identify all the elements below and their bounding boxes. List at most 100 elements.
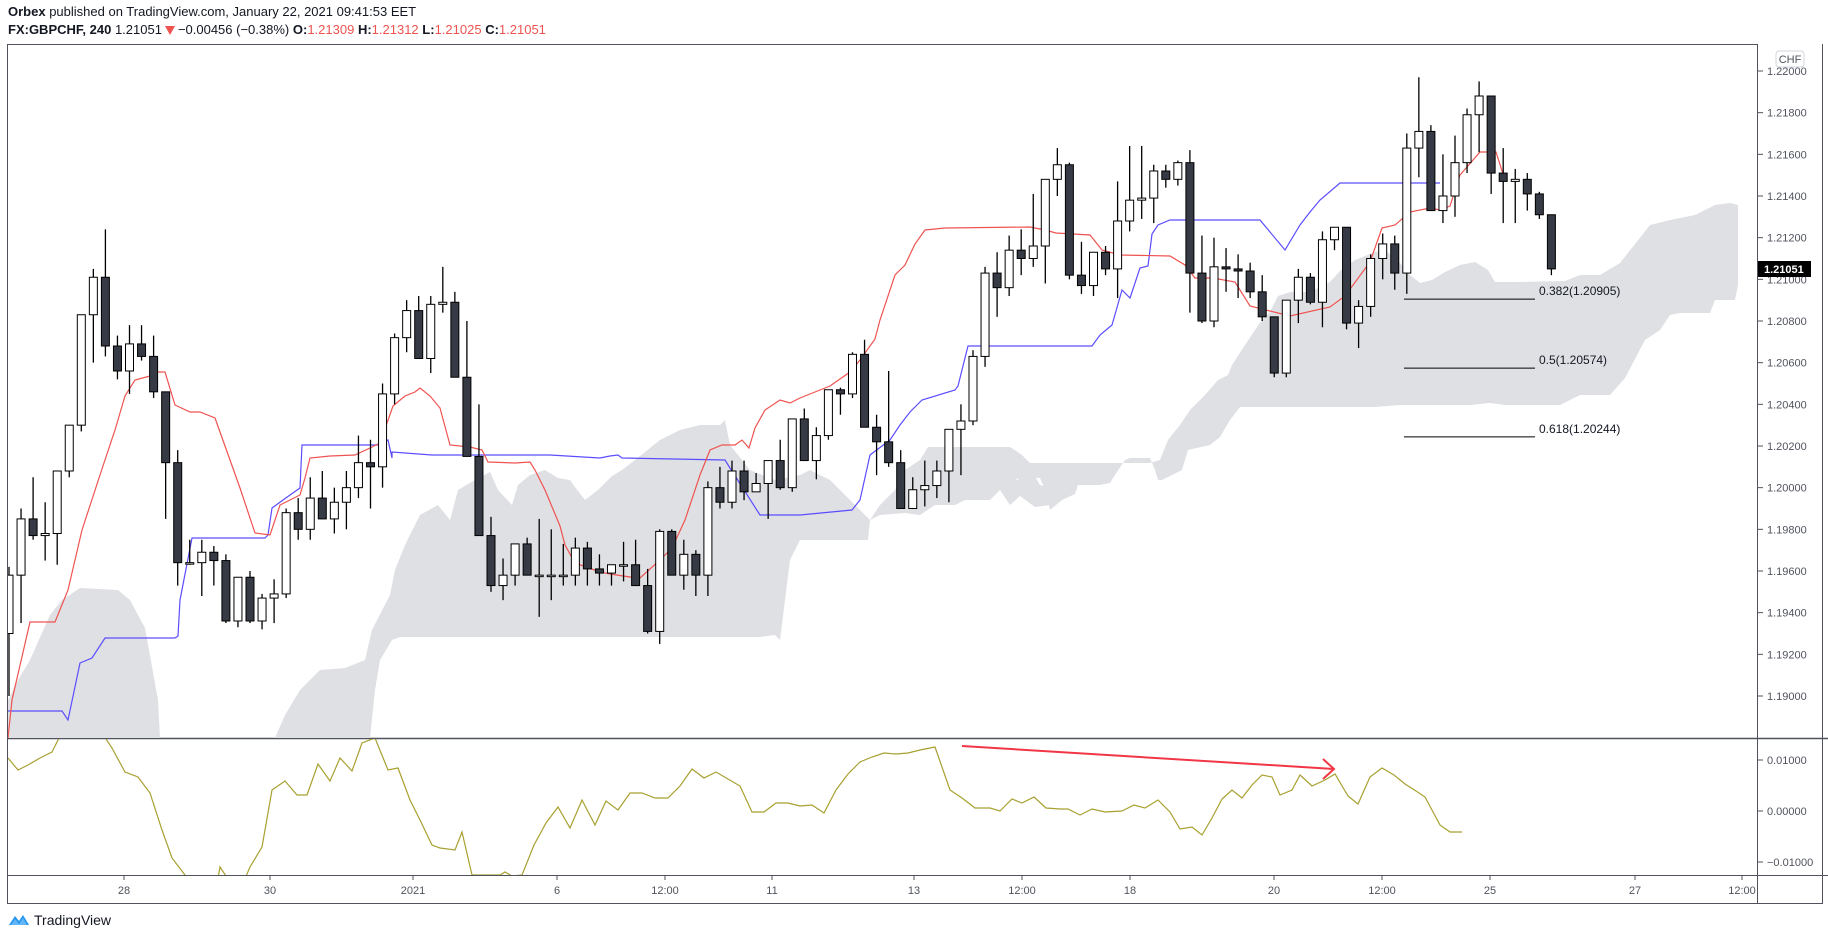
candle <box>522 537 532 576</box>
divergence-arrow[interactable] <box>961 745 1336 780</box>
candle <box>1378 233 1388 280</box>
last-price: 1.21051 <box>114 22 162 37</box>
price-tick-label: 1.21000 <box>1767 274 1807 286</box>
candle <box>1366 254 1376 317</box>
candle <box>1498 148 1508 224</box>
candle <box>1474 81 1484 153</box>
candle <box>1546 214 1556 276</box>
candle <box>811 427 821 480</box>
svg-text:0.618(1.20244): 0.618(1.20244) <box>1539 422 1620 436</box>
candle <box>667 529 677 576</box>
time-tick-label: 2021 <box>401 885 425 897</box>
candle <box>486 516 496 592</box>
candle <box>1149 164 1159 224</box>
fib-level: 0.5(1.20574) <box>1404 353 1607 369</box>
candle <box>8 566 14 696</box>
candle <box>76 314 86 432</box>
svg-text:0.382(1.20905): 0.382(1.20905) <box>1539 284 1620 298</box>
candle <box>281 508 291 599</box>
candle <box>1209 237 1219 328</box>
candle <box>992 252 1002 317</box>
candle <box>16 508 26 624</box>
candle <box>293 498 303 540</box>
candle <box>1450 135 1460 217</box>
candlestick-series[interactable] <box>5 77 1556 696</box>
candle <box>739 460 749 501</box>
candle <box>28 477 38 540</box>
candle <box>173 450 183 586</box>
candle <box>209 545 219 586</box>
fibonacci-retracement[interactable]: 0.382(1.20905) 0.5(1.20574) 0.618(1.20244) <box>1404 284 1620 438</box>
price-tick-label: 1.19400 <box>1767 608 1807 620</box>
candle <box>799 408 809 462</box>
price-tick-label: 1.19800 <box>1767 524 1807 536</box>
candle <box>570 537 580 586</box>
oscillator-axis[interactable]: 0.01000 0.00000 −0.01000 <box>1758 755 1813 869</box>
symbol-legend: FX:GBPCHF, 240 1.21051 −0.00456 (−0.38%) … <box>8 22 546 37</box>
oscillator-tick-label: 0.00000 <box>1767 806 1807 818</box>
symbol-name[interactable]: FX:GBPCHF, 240 <box>8 22 112 37</box>
price-tick-label: 1.20400 <box>1767 399 1807 411</box>
publish-info: Orbex published on TradingView.com, Janu… <box>8 4 416 19</box>
ichimoku-cloud <box>870 203 1738 520</box>
candle <box>643 568 653 634</box>
tradingview-brand[interactable]: TradingView <box>8 912 111 928</box>
time-tick-label: 12:00 <box>1728 885 1756 897</box>
candle <box>112 335 122 380</box>
candle <box>1221 248 1231 292</box>
currency-label: CHF <box>1779 54 1802 66</box>
candle <box>52 470 62 565</box>
close-value: 1.21051 <box>498 22 546 37</box>
last-price-marker: 1.21051 <box>1758 261 1811 277</box>
candle <box>378 383 388 488</box>
candle <box>137 325 147 361</box>
candle <box>64 424 74 478</box>
candle <box>402 300 412 353</box>
candle <box>1402 133 1412 294</box>
candle <box>1426 125 1436 212</box>
candle <box>426 295 436 374</box>
candle <box>414 295 424 359</box>
candle <box>896 450 906 509</box>
open-value: 1.21309 <box>307 22 355 37</box>
candle <box>607 564 616 586</box>
time-tick-label: 20 <box>1268 885 1280 897</box>
candle <box>848 352 857 399</box>
time-tick-label: 28 <box>118 885 130 897</box>
svg-text:1.21051: 1.21051 <box>1764 264 1804 276</box>
candle <box>390 333 400 405</box>
candle <box>450 291 460 378</box>
candle <box>763 460 773 519</box>
candle <box>534 518 544 617</box>
time-tick-label: 12:00 <box>1368 885 1396 897</box>
candle <box>1438 154 1448 224</box>
candle <box>1076 241 1086 294</box>
candle <box>1330 226 1339 251</box>
candle <box>884 370 894 467</box>
candle <box>1281 299 1291 378</box>
candle <box>1486 95 1496 194</box>
brand-name: TradingView <box>34 912 112 928</box>
time-axis[interactable]: 28 30 2021 6 12:00 11 13 12:00 18 20 12:00 25 27 12:0… <box>118 876 1756 897</box>
time-tick-label: 13 <box>908 885 920 897</box>
high-label: H: <box>357 22 372 37</box>
candle <box>1028 193 1038 267</box>
candle <box>594 554 604 586</box>
candle <box>1101 245 1111 276</box>
candle <box>631 539 641 587</box>
time-tick-label: 30 <box>264 885 276 897</box>
candle <box>498 558 508 601</box>
price-tick-label: 1.19200 <box>1767 649 1807 661</box>
low-label: L: <box>422 22 435 37</box>
pane-frames <box>7 44 1828 904</box>
candle <box>703 481 713 596</box>
candle <box>1305 273 1315 305</box>
candle <box>1040 178 1050 284</box>
candle <box>233 576 243 628</box>
candle <box>305 477 315 540</box>
price-tick-label: 1.20000 <box>1767 483 1807 495</box>
tenkan-sen-line <box>8 151 1505 738</box>
ichimoku-cloud <box>8 588 160 738</box>
price-axis[interactable]: 1.22000 1.21800 1.21600 1.21400 1.21200 1.210… <box>1758 66 1807 703</box>
